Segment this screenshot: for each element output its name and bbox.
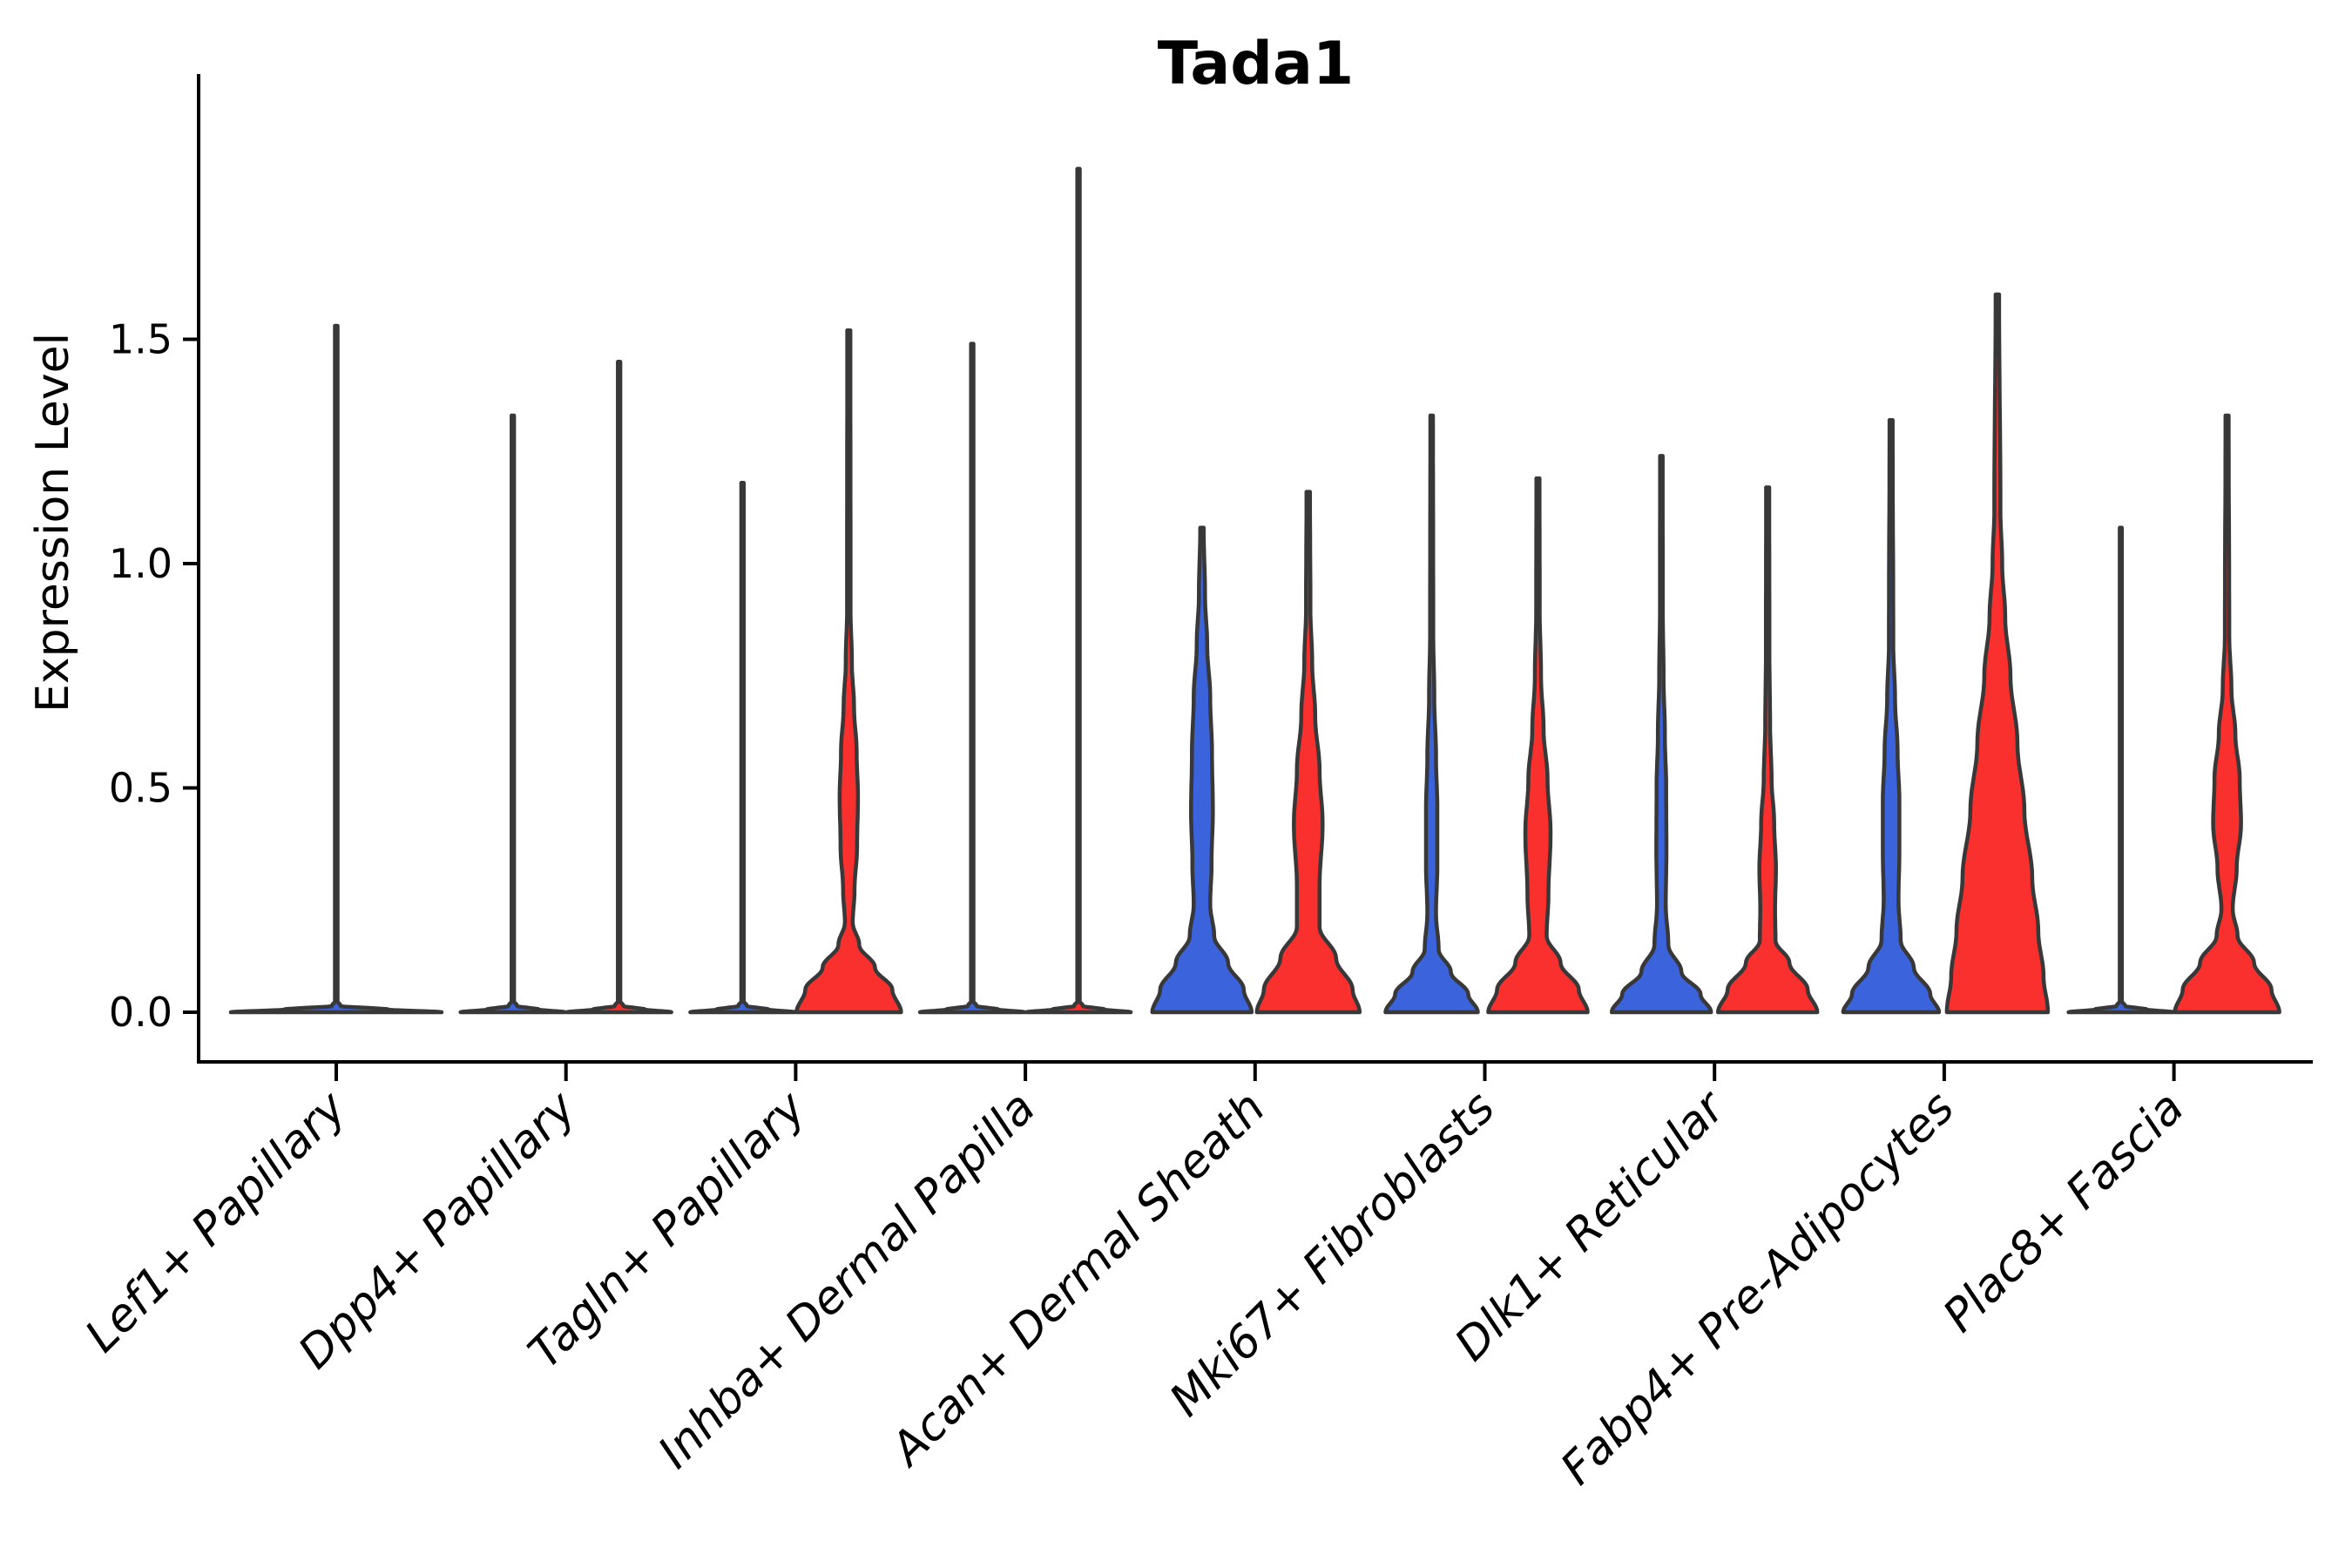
violin-red <box>794 328 903 1015</box>
violin-red <box>1254 490 1362 1015</box>
violin-blue <box>1383 413 1480 1015</box>
violin-blue <box>688 481 797 1015</box>
chart-title: Tada1 <box>1158 30 1354 98</box>
violin-blue <box>1609 454 1713 1015</box>
violin-group <box>1150 490 1362 1015</box>
violin-red <box>2173 413 2281 1015</box>
violin-red <box>564 360 673 1015</box>
violin-group <box>458 360 673 1015</box>
violin-group <box>1609 454 1820 1015</box>
violin-group <box>228 323 444 1015</box>
violin-blue <box>458 413 567 1015</box>
violins-layer <box>228 166 2281 1015</box>
violin-group <box>917 166 1133 1015</box>
violin-group <box>1841 292 2051 1015</box>
y-tick-label: 1.5 <box>109 316 172 363</box>
violin-red <box>1486 476 1590 1015</box>
y-tick-label: 1.0 <box>109 540 172 587</box>
violin-group <box>2066 413 2281 1015</box>
y-tick-label: 0.5 <box>109 765 172 812</box>
violin-blue <box>1150 525 1254 1015</box>
violin-group <box>1383 413 1590 1015</box>
violin-red <box>1944 292 2051 1015</box>
y-axis-ticks: 0.0 0.5 1.0 1.5 <box>109 316 199 1036</box>
violin-red <box>1715 485 1820 1015</box>
violin-blue <box>2066 525 2175 1015</box>
y-tick-label: 0.0 <box>109 989 172 1036</box>
violin-group <box>688 328 903 1015</box>
violin-red <box>1024 166 1133 1015</box>
violin-blue <box>917 341 1027 1015</box>
violin-blue <box>1841 417 1942 1015</box>
y-axis-label: Expression Level <box>27 333 79 713</box>
violin-blue <box>228 323 444 1015</box>
